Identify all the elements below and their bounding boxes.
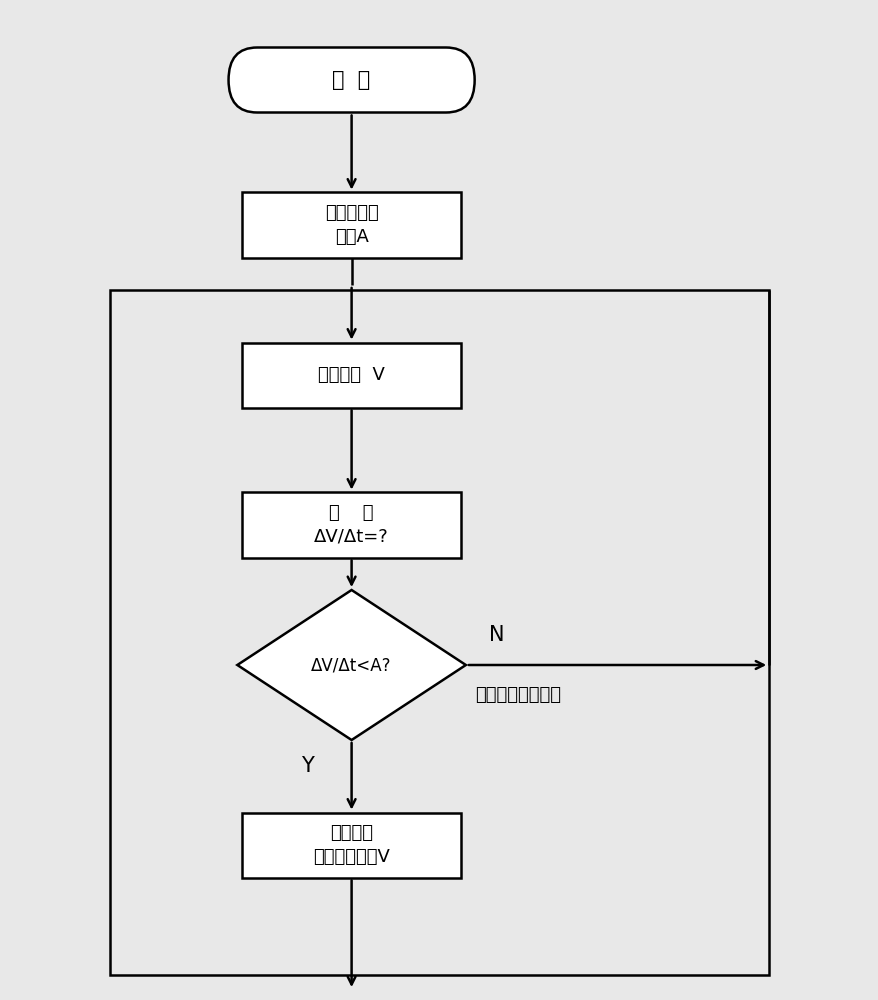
Text: ΔV/Δt=?: ΔV/Δt=? [313, 528, 389, 546]
Text: 赋値A: 赋値A [335, 228, 368, 246]
Text: 计    算: 计 算 [329, 504, 373, 522]
Polygon shape [237, 590, 465, 740]
Bar [241, 192, 461, 257]
Text: 输出油门信号为零: 输出油门信号为零 [475, 686, 561, 704]
Text: 按输入値: 按输入値 [330, 824, 372, 842]
Text: N: N [488, 625, 504, 645]
FancyBboxPatch shape [228, 47, 474, 112]
Text: 取采样値  V: 取采样値 V [318, 366, 385, 384]
Bar [241, 342, 461, 408]
Text: ΔV/Δt<A?: ΔV/Δt<A? [311, 656, 392, 674]
Text: 程序初始化: 程序初始化 [324, 204, 378, 222]
Text: 输出油门信号V: 输出油门信号V [313, 848, 390, 866]
Bar [241, 492, 461, 558]
Bar [110, 290, 768, 975]
Bar [241, 812, 461, 878]
Text: 开  始: 开 始 [332, 70, 371, 90]
Text: Y: Y [301, 756, 313, 776]
